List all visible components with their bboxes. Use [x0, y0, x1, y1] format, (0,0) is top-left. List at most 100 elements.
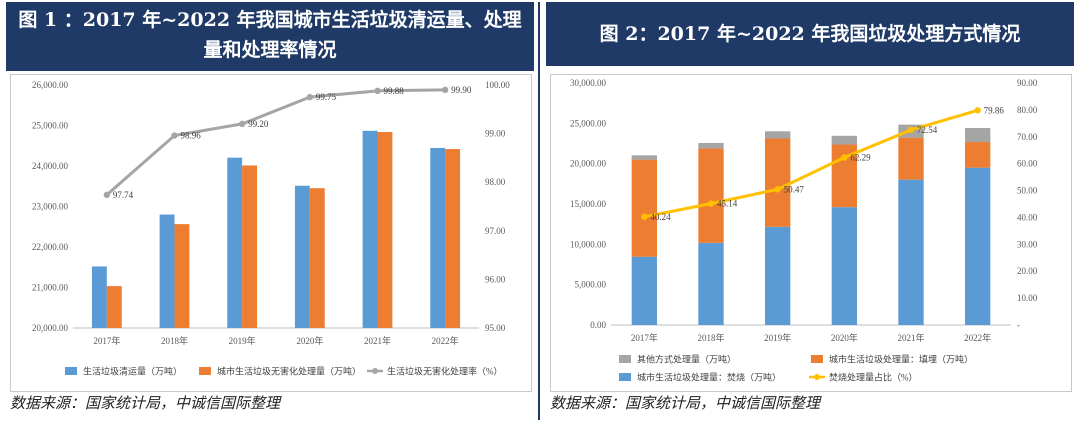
- left-data-label: 98.96: [181, 131, 202, 141]
- left-bar: [174, 224, 190, 328]
- right-data-label: 40.24: [650, 212, 671, 222]
- right-ytick-right: 40.00: [1017, 212, 1038, 222]
- left-xtick: 2019年: [229, 335, 256, 346]
- right-ytick-right: 60.00: [1017, 159, 1038, 169]
- left-ytick-left: 22,000.00: [32, 242, 69, 252]
- left-ytick-right: 97.00: [485, 226, 506, 236]
- left-bar: [362, 130, 378, 328]
- right-line-point: [907, 126, 915, 134]
- right-xtick: 2017年: [631, 332, 658, 343]
- right-legend-label: 城市生活垃圾处理量：填埋（万吨）: [829, 354, 973, 365]
- right-ytick-right: 90.00: [1017, 78, 1038, 88]
- left-ytick-left: 26,000.00: [32, 80, 69, 90]
- left-title-line1: 图 1 ：2017 年~2022 年我国城市生活垃圾清运量、处理: [18, 9, 522, 31]
- left-ytick-left: 25,000.00: [32, 121, 69, 131]
- right-chart-title: 图 2：2017 年~2022 年我国垃圾处理方式情况: [546, 2, 1074, 66]
- left-legend-label: 生活垃圾无害化处理率（%）: [387, 366, 503, 377]
- right-panel: 图 2：2017 年~2022 年我国垃圾处理方式情况 0.00 5,000.00…: [540, 0, 1080, 422]
- right-bar: [698, 242, 724, 325]
- left-data-label: 99.88: [384, 86, 405, 96]
- right-ytick-right: 30.00: [1017, 239, 1038, 249]
- left-ytick-right: 100.00: [485, 80, 510, 90]
- left-bar: [106, 286, 122, 328]
- left-xtick: 2018年: [161, 335, 188, 346]
- right-xtick: 2018年: [697, 332, 724, 343]
- left-bar: [91, 266, 107, 328]
- left-chart-area: 20,000.00 21,000.00 22,000.00 23,000.00 24,0…: [10, 74, 532, 392]
- right-bar: [831, 207, 857, 325]
- right-ytick-right: 20.00: [1017, 266, 1038, 276]
- right-bar: [631, 155, 657, 160]
- right-legend-swatch: [619, 373, 631, 381]
- right-legend-label: 其他方式处理量（万吨）: [637, 354, 736, 365]
- left-ytick-right: 96.00: [485, 274, 506, 284]
- right-xtick: 2020年: [831, 332, 858, 343]
- left-line-point: [306, 93, 314, 101]
- right-bar: [765, 226, 791, 325]
- right-ytick-right: 80.00: [1017, 105, 1038, 115]
- right-data-label: 79.86: [984, 105, 1005, 115]
- right-ytick-left: 5,000.00: [575, 280, 607, 290]
- right-data-label: 62.29: [850, 153, 871, 163]
- right-chart-svg: 0.00 5,000.00 10,000.00 15,000.00 20,000.00 2…: [570, 78, 1038, 383]
- left-chart-svg: 20,000.00 21,000.00 22,000.00 23,000.00 24,0…: [32, 80, 510, 377]
- right-bar: [831, 135, 857, 145]
- right-ytick-right: 10.00: [1017, 293, 1038, 303]
- right-title-text: 图 2：2017 年~2022 年我国垃圾处理方式情况: [599, 23, 1021, 45]
- left-line-point: [103, 191, 111, 199]
- left-xtick: 2021年: [364, 335, 391, 346]
- right-data-label: 50.47: [784, 184, 805, 194]
- left-ytick-left: 23,000.00: [32, 202, 69, 212]
- left-legend-label: 城市生活垃圾无害化处理量（万吨）: [217, 366, 361, 377]
- right-line-point: [974, 107, 981, 114]
- left-bar: [227, 157, 243, 328]
- right-bar: [631, 159, 657, 257]
- right-line-point: [641, 213, 648, 220]
- left-line-point: [441, 86, 449, 94]
- left-data-label: 99.20: [248, 119, 269, 129]
- right-bar: [965, 167, 991, 325]
- right-ytick-left: 0.00: [590, 320, 606, 330]
- left-bar: [159, 214, 175, 328]
- left-line-point: [171, 132, 178, 139]
- left-ytick-left: 20,000.00: [32, 323, 69, 333]
- right-ytick-left: 15,000.00: [570, 199, 607, 209]
- right-xtick: 2021年: [897, 332, 924, 343]
- left-line-point: [374, 87, 381, 95]
- right-ytick-left: 10,000.00: [570, 239, 607, 249]
- left-legend-label: 生活垃圾清运量（万吨）: [83, 366, 182, 377]
- right-data-label: 45.14: [717, 199, 738, 209]
- right-legend-swatch: [811, 355, 823, 363]
- left-title-line2: 量和处理率情况: [203, 39, 337, 61]
- right-bar: [698, 142, 724, 149]
- right-bar: [965, 128, 991, 143]
- left-ytick-right: 95.00: [485, 323, 506, 333]
- left-ytick-left: 21,000.00: [32, 283, 69, 293]
- left-legend-marker: [372, 368, 378, 374]
- right-chart-area: 0.00 5,000.00 10,000.00 15,000.00 20,000.00 2…: [550, 74, 1072, 392]
- left-line-series: [105, 88, 446, 196]
- right-line-series: [644, 108, 979, 219]
- right-xtick: 2022年: [964, 332, 991, 343]
- right-legend-marker: [814, 374, 820, 380]
- right-ytick-right: 70.00: [1017, 132, 1038, 142]
- right-bar: [765, 138, 791, 227]
- right-source-note: 数据来源：国家统计局，中诚信国际整理: [550, 394, 821, 412]
- right-ytick-right: -: [1017, 320, 1020, 330]
- right-legend-label: 焚烧处理量占比（%）: [829, 372, 918, 383]
- right-bar: [698, 148, 724, 243]
- left-ytick-left: 24,000.00: [32, 161, 69, 171]
- left-xtick: 2017年: [93, 335, 120, 346]
- left-legend-swatch: [65, 367, 77, 375]
- panel-divider: [538, 2, 540, 420]
- right-data-label: 72.54: [917, 125, 938, 135]
- left-data-label: 99.75: [316, 92, 337, 102]
- left-line-point: [238, 120, 246, 128]
- left-ytick-right: 98.00: [485, 177, 506, 187]
- right-line-point: [707, 200, 715, 207]
- left-bar: [445, 149, 461, 328]
- left-bar: [377, 132, 393, 328]
- right-bar: [965, 142, 991, 168]
- right-legend-swatch: [619, 355, 631, 363]
- left-data-label: 99.90: [451, 85, 472, 95]
